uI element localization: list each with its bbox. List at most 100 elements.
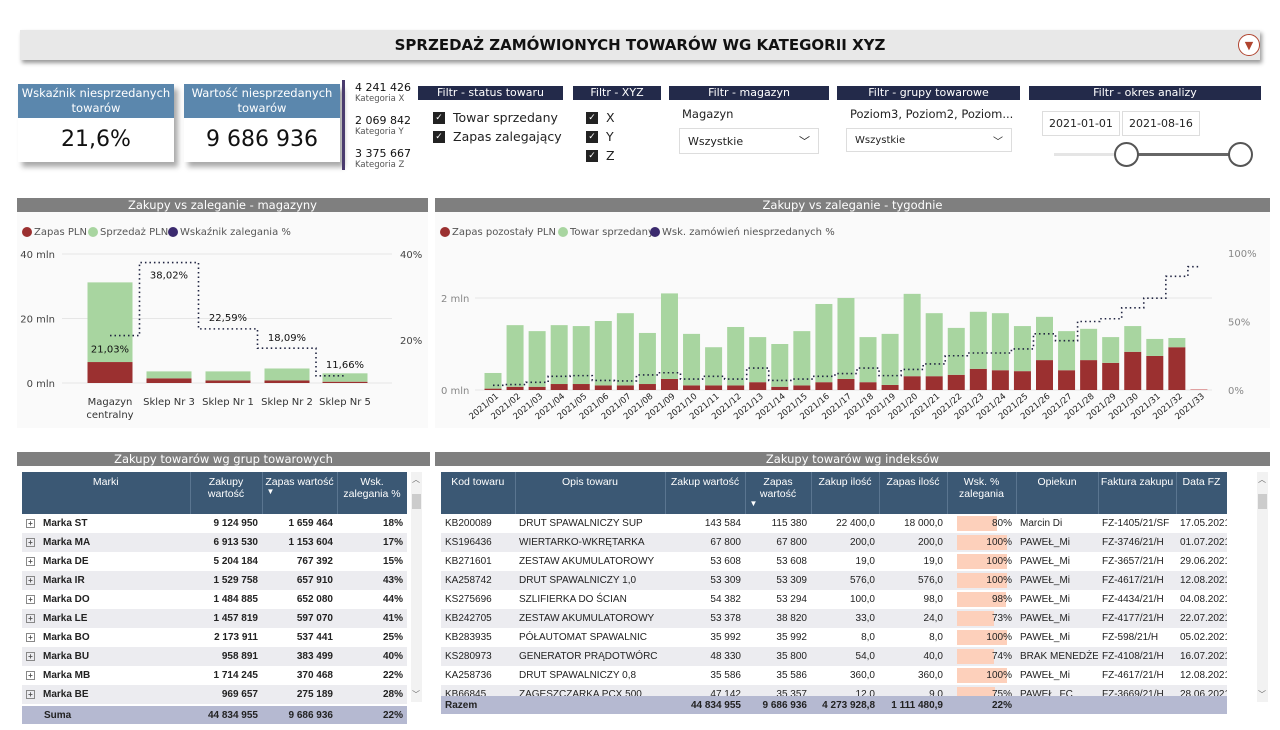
- cell-value: 53 309: [776, 575, 807, 586]
- kpi-value: 21,6%: [61, 127, 131, 152]
- column-header-5[interactable]: Zapas ilość: [879, 472, 948, 514]
- column-header-1[interactable]: Zakupy wartość: [190, 472, 263, 514]
- cell-value: 41%: [382, 613, 403, 624]
- grupy-dropdown[interactable]: Wszystkie ﹀: [846, 128, 1012, 152]
- cell-value: 597 070: [296, 613, 333, 624]
- column-header-3[interactable]: Wsk. zalegania %: [337, 472, 407, 514]
- table-cell: + Marka DE: [22, 552, 190, 571]
- expand-plus-icon[interactable]: +: [26, 633, 35, 642]
- table-row[interactable]: KB271601 ZESTAW AKUMULATOROWY 53 608 53 608…: [441, 552, 1227, 571]
- scroll-thumb[interactable]: [1258, 494, 1267, 509]
- clear-filters-funnel-icon[interactable]: ▼: [1238, 34, 1260, 56]
- column-header-0[interactable]: Kod towaru: [441, 472, 516, 514]
- table-groups-scrollbar[interactable]: ︿ ﹀: [411, 472, 422, 702]
- table-row[interactable]: + Marka IR 1 529 758 657 910 43%: [22, 571, 407, 590]
- column-header-9[interactable]: Data FZ: [1176, 472, 1227, 514]
- table-row[interactable]: + Marka BE 969 657 275 189 28%: [22, 685, 407, 704]
- table-row[interactable]: + Marka MA 6 913 530 1 153 604 17%: [22, 533, 407, 552]
- column-header-label: Opis towaru: [561, 476, 619, 488]
- pct-databar: [957, 611, 994, 626]
- column-header-2[interactable]: Zapas wartość ▼: [262, 472, 338, 514]
- kpi-label: Wskaźnik niesprzedanych towarów: [18, 84, 174, 118]
- checkbox-y[interactable]: ✓ Y: [586, 127, 615, 146]
- cell-value: FZ-4108/21/H: [1102, 651, 1164, 662]
- column-header-3[interactable]: Zapas wartość ▼: [745, 472, 812, 514]
- column-header-label: Zakupy wartość: [207, 476, 245, 500]
- bar-sprzedany: [594, 321, 612, 386]
- table-row[interactable]: + Marka LE 1 457 819 597 070 41%: [22, 609, 407, 628]
- expand-plus-icon[interactable]: +: [26, 557, 35, 566]
- expand-plus-icon[interactable]: +: [26, 614, 35, 623]
- cell-value: 1 659 464: [288, 518, 334, 529]
- table-row[interactable]: KS280973 GENERATOR PRĄDOTWÓRC 48 330 35 800…: [441, 647, 1227, 666]
- bar-sprzedany: [1036, 316, 1053, 361]
- scroll-up-icon[interactable]: ︿: [1258, 475, 1266, 484]
- table-row[interactable]: KB66845 ZAGĘSZCZARKA PCX 500 47 142 35 357 1…: [441, 685, 1227, 698]
- bar-zapas: [771, 386, 789, 390]
- expand-plus-icon[interactable]: +: [26, 576, 35, 585]
- table-row[interactable]: KB283935 PÓŁAUTOMAT SPAWALNIC 35 992 35 992…: [441, 628, 1227, 647]
- table-row[interactable]: + Marka DE 5 204 184 767 392 15%: [22, 552, 407, 571]
- table-cell: 370 468: [262, 666, 337, 685]
- checkbox-z[interactable]: ✓ Z: [586, 146, 615, 165]
- expand-plus-icon[interactable]: +: [26, 671, 35, 680]
- magazyn-dropdown[interactable]: Wszystkie ﹀: [679, 128, 819, 154]
- checkbox-x[interactable]: ✓ X: [586, 108, 615, 127]
- filter-xyz-header: Filtr - XYZ: [573, 86, 661, 100]
- scroll-thumb[interactable]: [412, 494, 421, 509]
- date-from-input[interactable]: 2021-01-01: [1042, 111, 1120, 136]
- table-cell: KS196436: [441, 533, 515, 552]
- table-row[interactable]: KS196436 WIERTARKO-WKRĘTARKA 67 800 67 800 2…: [441, 533, 1227, 552]
- table-cell: 53 309: [745, 571, 811, 590]
- column-header-1[interactable]: Opis towaru: [515, 472, 666, 514]
- table-row[interactable]: + Marka BU 958 891 383 499 40%: [22, 647, 407, 666]
- column-header-6[interactable]: Wsk. % zalegania: [947, 472, 1017, 514]
- table-cell: 04.08.2021: [1176, 590, 1227, 609]
- expand-plus-icon[interactable]: +: [26, 519, 35, 528]
- cell-value: 18%: [382, 518, 403, 529]
- table-row[interactable]: KB200089 DRUT SPAWALNICZY SUP 143 584 115 3…: [441, 514, 1227, 533]
- column-header-8[interactable]: Faktura zakupu: [1098, 472, 1177, 514]
- table-index-scrollbar[interactable]: ︿ ﹀: [1257, 472, 1268, 702]
- table-row[interactable]: + Marka BO 2 173 911 537 441 25%: [22, 628, 407, 647]
- column-header-2[interactable]: Zakup wartość: [665, 472, 746, 514]
- expand-plus-icon[interactable]: +: [26, 538, 35, 547]
- table-cell: 383 499: [262, 647, 337, 666]
- scroll-down-icon[interactable]: ﹀: [412, 690, 420, 699]
- slider-handle-end[interactable]: [1228, 142, 1253, 167]
- cell-value: 12.08.2021: [1180, 670, 1227, 681]
- expand-plus-icon[interactable]: +: [26, 595, 35, 604]
- table-row[interactable]: KB242705 ZESTAW AKUMULATOROWY 53 378 38 820…: [441, 609, 1227, 628]
- table-cell: KB271601: [441, 552, 515, 571]
- slider-handle-start[interactable]: [1114, 142, 1139, 167]
- dropdown-value: Wszystkie: [688, 134, 744, 148]
- column-header-7[interactable]: Opiekun: [1016, 472, 1099, 514]
- column-header-0[interactable]: Marki: [22, 472, 191, 514]
- pct-databar: [957, 573, 1007, 588]
- column-header-4[interactable]: Zakup ilość: [811, 472, 880, 514]
- bar-zapas: [925, 376, 943, 390]
- checkbox-towar-sprzedany[interactable]: ✓ Towar sprzedany: [433, 108, 562, 127]
- legend-label: Zapas PLN: [34, 227, 87, 238]
- table-cell: PAWEŁ_Mi: [1016, 571, 1098, 590]
- table-row[interactable]: + Marka MB 1 714 245 370 468 22%: [22, 666, 407, 685]
- expand-plus-icon[interactable]: +: [26, 690, 35, 699]
- scroll-down-icon[interactable]: ﹀: [1258, 690, 1266, 699]
- filter-grupy-header: Filtr - grupy towarowe: [837, 86, 1020, 100]
- table-cell: 35 800: [745, 647, 811, 666]
- table-row[interactable]: + Marka DO 1 484 885 652 080 44%: [22, 590, 407, 609]
- bar-sprzedany: [660, 293, 678, 379]
- scroll-up-icon[interactable]: ︿: [412, 475, 420, 484]
- checkbox-zapas-zalegajacy[interactable]: ✓ Zapas zalegający: [433, 127, 562, 146]
- cell-value: Marka MA: [43, 537, 91, 548]
- date-to-input[interactable]: 2021-08-16: [1122, 111, 1200, 136]
- table-cell: 576,0: [879, 571, 947, 590]
- bar-zapas: [991, 370, 1009, 390]
- table-row[interactable]: + Marka ST 9 124 950 1 659 464 18%: [22, 514, 407, 533]
- expand-plus-icon[interactable]: +: [26, 652, 35, 661]
- table-row[interactable]: KA258742 DRUT SPAWALNICZY 1,0 53 309 53 309…: [441, 571, 1227, 590]
- filter-status-options: ✓ Towar sprzedany ✓ Zapas zalegający: [433, 108, 562, 146]
- bar-sprzedany: [859, 337, 877, 383]
- table-row[interactable]: KS275696 SZLIFIERKA DO ŚCIAN 54 382 53 294 1…: [441, 590, 1227, 609]
- table-row[interactable]: KA258736 DRUT SPAWALNICZY 0,8 35 586 35 586…: [441, 666, 1227, 685]
